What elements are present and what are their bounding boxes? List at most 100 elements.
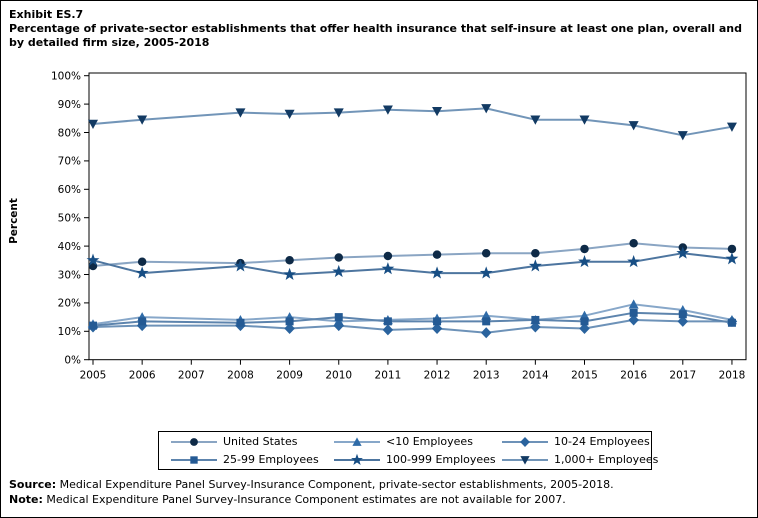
square-marker: [580, 317, 589, 326]
circle-marker: [137, 257, 147, 266]
line-chart: 0% 10% 20% 30% 40% 50% 60% 70% 80% 90% 100% Percent…: [8, 71, 747, 382]
y-tick-label: 10%: [58, 326, 81, 338]
diamond-marker: [480, 327, 492, 339]
x-tick-label: 2011: [375, 370, 402, 382]
x-tick-label: 2008: [227, 370, 254, 382]
legend-item-25-99-employees: 25-99 Employees: [171, 451, 334, 468]
legend-item-united-states: United States: [171, 433, 334, 450]
legend-label: 25-99 Employees: [223, 453, 319, 466]
triangle-up-marker: [352, 436, 362, 446]
legend-label: 1,000+ Employees: [554, 453, 659, 466]
star-marker: [135, 266, 149, 279]
x-axis: 2005 2006 2007 2008 2009 2010 2011 2012 2013 2014…: [80, 359, 746, 382]
y-tick-label: 90%: [58, 99, 81, 111]
triangle-down-marker: [88, 119, 98, 129]
y-tick-label: 60%: [58, 184, 81, 196]
plot-frame: [88, 72, 747, 361]
circle-marker: [190, 437, 198, 446]
square-marker: [89, 321, 97, 330]
x-tick-label: 2010: [325, 370, 352, 382]
diamond-legend-icon: [502, 436, 548, 447]
y-axis: 0% 10% 20% 30% 40% 50% 60% 70% 80% 90% 100%: [51, 71, 89, 367]
triangle-down-legend-icon: [502, 455, 548, 465]
triangle-up-legend-icon: [334, 436, 380, 446]
star-legend-icon: [334, 453, 380, 465]
x-tick-label: 2007: [178, 370, 205, 382]
exhibit-label: Exhibit ES.7: [9, 8, 84, 21]
square-marker: [531, 315, 540, 324]
triangle-down-marker: [432, 106, 443, 117]
diamond-marker: [530, 321, 541, 333]
chart-title: Percentage of private-sector establishme…: [9, 22, 742, 49]
star-marker: [381, 262, 395, 275]
square-marker: [727, 318, 736, 327]
x-tick-label: 2018: [719, 370, 746, 382]
triangle-down-marker: [628, 121, 639, 131]
triangle-down-marker: [579, 115, 590, 125]
y-tick-label: 70%: [58, 156, 81, 168]
square-marker: [190, 455, 198, 464]
square-marker: [678, 310, 687, 319]
triangle-down-marker: [137, 115, 148, 125]
circle-marker: [531, 248, 540, 258]
triangle-down-marker: [530, 115, 541, 125]
star-marker: [725, 252, 739, 265]
circle-marker: [334, 253, 343, 262]
y-tick-label: 80%: [58, 127, 81, 139]
square-marker: [334, 313, 343, 322]
legend-label: <10 Employees: [386, 435, 473, 448]
x-tick-label: 2009: [276, 370, 303, 382]
source-text: Medical Expenditure Panel Survey-Insuran…: [56, 478, 614, 491]
square-marker: [433, 317, 442, 326]
triangle-down-marker: [333, 108, 344, 118]
triangle-down-marker: [235, 108, 246, 118]
circle-legend-icon: [171, 437, 217, 446]
star-marker: [528, 259, 542, 272]
x-tick-label: 2017: [669, 370, 696, 382]
triangle-down-marker: [726, 122, 737, 132]
y-tick-label: 20%: [58, 298, 81, 310]
y-axis-title: Percent: [8, 198, 20, 244]
triangle-down-marker: [677, 131, 688, 141]
x-tick-label: 2015: [571, 370, 598, 382]
triangle-down-marker: [481, 104, 492, 114]
star-marker: [234, 259, 247, 272]
legend-item-1-000-employees: 1,000+ Employees: [502, 451, 658, 468]
circle-marker: [580, 244, 589, 254]
star-marker: [283, 267, 297, 280]
series-united-states: [88, 239, 737, 271]
legend-item-10-24-employees: 10-24 Employees: [502, 433, 652, 450]
circle-marker: [629, 239, 638, 248]
star-marker: [430, 266, 444, 279]
circle-marker: [383, 251, 393, 261]
y-tick-label: 50%: [58, 213, 81, 225]
x-tick-label: 2006: [129, 370, 156, 382]
triangle-up-marker: [628, 299, 639, 309]
note-text: Medical Expenditure Panel Survey-Insuran…: [42, 493, 566, 506]
diamond-marker: [579, 322, 590, 334]
triangle-down-marker: [382, 105, 393, 115]
y-tick-label: 100%: [51, 71, 81, 83]
chart-legend: United States <10 Employees 10-24 Employee…: [158, 431, 658, 470]
star-marker: [676, 246, 690, 259]
diamond-marker: [431, 322, 443, 334]
star-marker: [479, 266, 493, 279]
square-marker: [285, 317, 294, 326]
square-marker: [236, 318, 245, 327]
diamond-marker: [677, 315, 689, 327]
series-25-99-employees: [89, 308, 736, 330]
series-1-000-employees: [88, 104, 737, 141]
circle-marker: [285, 256, 294, 265]
x-tick-label: 2012: [424, 370, 451, 382]
footer-notes: Source: Medical Expenditure Panel Survey…: [9, 477, 751, 507]
note-line: Note: Medical Expenditure Panel Survey-I…: [9, 492, 751, 507]
x-tick-label: 2005: [80, 370, 107, 382]
x-tick-label: 2013: [473, 370, 500, 382]
legend-label: United States: [223, 435, 298, 448]
diamond-marker: [284, 322, 295, 334]
circle-marker: [481, 248, 491, 258]
diamond-marker: [382, 324, 394, 336]
triangle-down-marker: [284, 109, 295, 120]
circle-marker: [432, 250, 442, 259]
